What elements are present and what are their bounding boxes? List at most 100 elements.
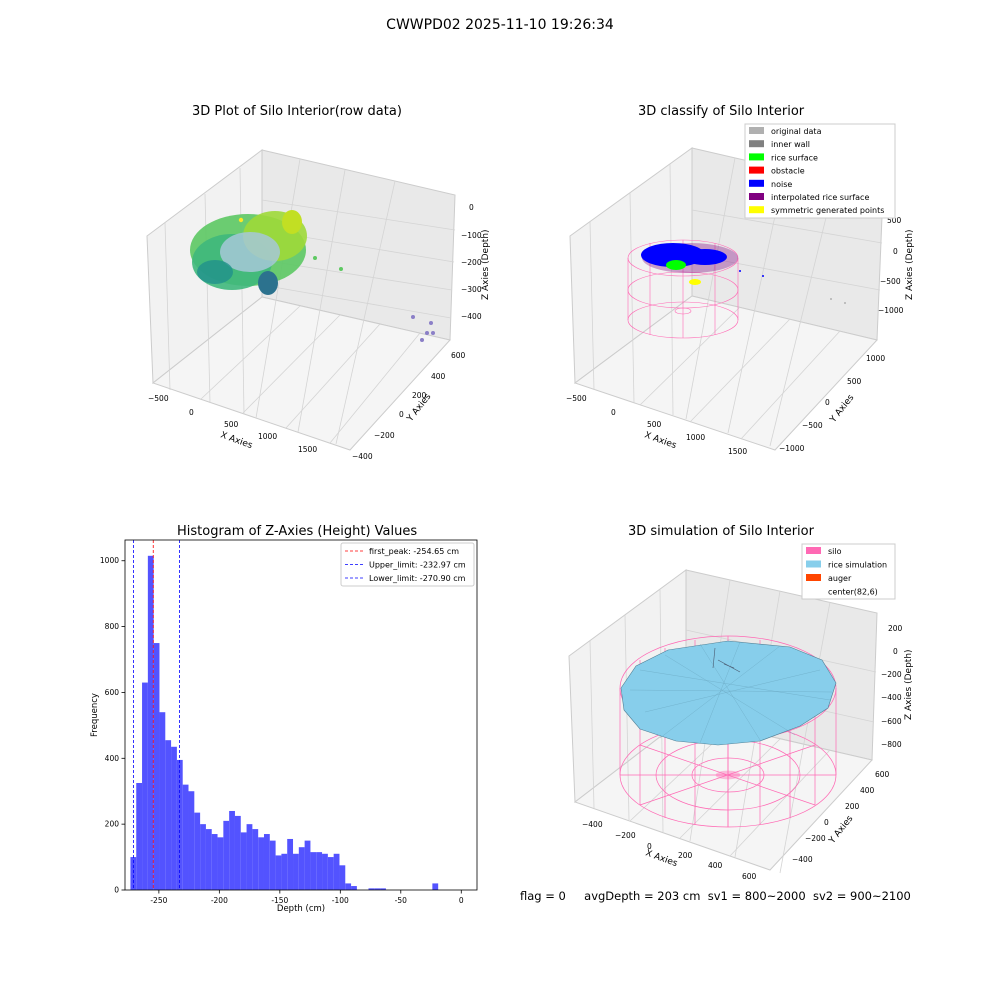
legend-label: silo	[828, 547, 842, 556]
legend-swatch	[749, 166, 764, 174]
sim-x-tick: −400	[582, 820, 603, 829]
classify-z-tick: −500	[880, 277, 901, 286]
histogram-frame	[124, 539, 478, 891]
histogram-y-tick-label: 200	[105, 820, 120, 829]
sv2-text: sv2 = 900~2100	[812, 889, 911, 903]
histogram-bar	[194, 812, 201, 890]
raw-x-tick: 1000	[258, 432, 277, 441]
histogram-reference-lines	[133, 540, 180, 890]
histogram-bar	[310, 852, 317, 890]
raw-x-label: X Axies	[219, 430, 254, 451]
classify-x-label: X Axies	[643, 430, 678, 451]
histogram-bar	[182, 784, 189, 890]
classify-y-tick: −1000	[779, 444, 805, 453]
classify-legend: original data inner wall rice surface obsta…	[744, 123, 896, 219]
histogram-bar	[142, 682, 148, 890]
histogram-bar	[339, 865, 346, 890]
legend-label: noise	[771, 180, 792, 189]
sim-z-tick: −600	[881, 717, 902, 726]
figure-title: CWWPD02 2025-11-10 19:26:34	[386, 17, 614, 33]
simulation-3d-plot: −400 −200 0 200 400 600 600 400 200 0 −2…	[568, 543, 914, 880]
sim-y-tick: 0	[824, 818, 829, 827]
raw-z-tick: −300	[461, 285, 482, 294]
histogram-bar	[345, 883, 352, 890]
legend-label: auger	[828, 574, 852, 583]
histogram-x-tick-label: -100	[332, 896, 349, 905]
histogram-bar	[252, 829, 259, 890]
legend-swatch	[749, 206, 764, 214]
histogram-bar	[298, 847, 305, 890]
legend-label: original data	[771, 127, 822, 136]
legend-label: rice surface	[771, 153, 818, 162]
histogram-bar	[287, 838, 294, 890]
legend-label: interpolated rice surface	[771, 193, 869, 202]
histogram-bar	[217, 837, 224, 890]
legend-swatch	[749, 127, 764, 134]
legend-label: Lower_limit: -270.90 cm	[369, 574, 466, 583]
sim-z-tick: −200	[881, 670, 902, 679]
classify-x-tick: 1000	[686, 433, 705, 442]
histogram-title: Histogram of Z-Axies (Height) Values	[177, 524, 418, 539]
classify-z-tick: −1000	[878, 306, 904, 315]
sim-z-tick: −400	[881, 693, 902, 702]
histogram-x-tick-label: -250	[150, 896, 167, 905]
raw-x-tick: 500	[224, 420, 239, 429]
histogram-bar	[333, 853, 340, 890]
histogram-legend: first_peak: -254.65 cm Upper_limit: -232.…	[340, 542, 475, 587]
sim-x-tick: 0	[647, 842, 652, 851]
raw-y-tick: 200	[412, 391, 427, 400]
histogram-bar	[159, 712, 166, 890]
histogram-x-tick-label: -200	[211, 896, 228, 905]
raw-z-tick: −400	[461, 312, 482, 321]
sim-auger	[712, 647, 741, 673]
sim-z-label: Z Axies (Depth)	[904, 649, 914, 720]
sv1-text: sv1 = 800~2000	[707, 889, 806, 903]
sim-y-tick: −400	[792, 855, 813, 864]
histogram-y-tick-label: 600	[105, 688, 120, 697]
legend-swatch	[806, 547, 821, 554]
sim-x-tick: 200	[678, 851, 693, 860]
raw-y-tick: 0	[399, 410, 404, 419]
histogram-x-ticks: -250 -200 -150 -100 -50 0	[150, 890, 464, 905]
histogram-y-tick-label: 400	[105, 754, 120, 763]
raw-z-tick: −100	[461, 231, 482, 240]
sim-floor-pane	[573, 716, 873, 871]
raw-floor-pane	[151, 296, 451, 451]
histogram-bar	[188, 791, 195, 890]
raw-x-tick: −500	[148, 394, 169, 403]
raw-x-tick: 0	[189, 408, 194, 417]
classify-z-label: Z Axies (Depth)	[905, 229, 915, 300]
histogram-bar	[136, 782, 143, 890]
histogram-bar	[327, 857, 334, 890]
histogram-y-label: Frequency	[90, 693, 100, 737]
legend-swatch	[749, 179, 764, 187]
histogram-bar	[147, 555, 154, 890]
legend-swatch	[749, 153, 764, 161]
classify-x-tick: −500	[566, 394, 587, 403]
raw-point-cloud	[190, 210, 435, 342]
histogram-x-label: Depth (cm)	[277, 904, 325, 914]
histogram-y-ticks: 0 200 400 600 800 1000	[100, 556, 125, 895]
histogram-x-tick-label: -50	[395, 896, 407, 905]
legend-swatch	[806, 574, 821, 581]
histogram-bar	[380, 888, 386, 890]
sim-legend: silo rice simulation auger center(82,6)	[801, 543, 896, 600]
legend-swatch	[806, 560, 821, 568]
histogram-bar	[234, 815, 241, 890]
raw-y-tick: 400	[431, 372, 446, 381]
sim-rice-surface	[620, 640, 837, 746]
histogram-bar	[130, 857, 137, 890]
histogram-y-tick-label: 0	[114, 886, 119, 895]
legend-label: center(82,6)	[828, 588, 878, 597]
histogram-bar	[176, 759, 183, 890]
histogram-bar	[269, 840, 276, 890]
raw-grid	[164, 158, 456, 445]
legend-label: rice simulation	[828, 561, 887, 570]
legend-swatch	[749, 140, 764, 148]
raw-plot-title: 3D Plot of Silo Interior(row data)	[192, 104, 402, 119]
classify-3d-plot: −500 0 500 1000 1500 1000 500 0 −500 −10…	[566, 123, 915, 456]
histogram-bar	[281, 853, 288, 890]
histogram-bar	[374, 888, 381, 890]
legend-label: symmetric generated points	[771, 206, 884, 215]
histogram-y-tick-label: 800	[105, 622, 120, 631]
